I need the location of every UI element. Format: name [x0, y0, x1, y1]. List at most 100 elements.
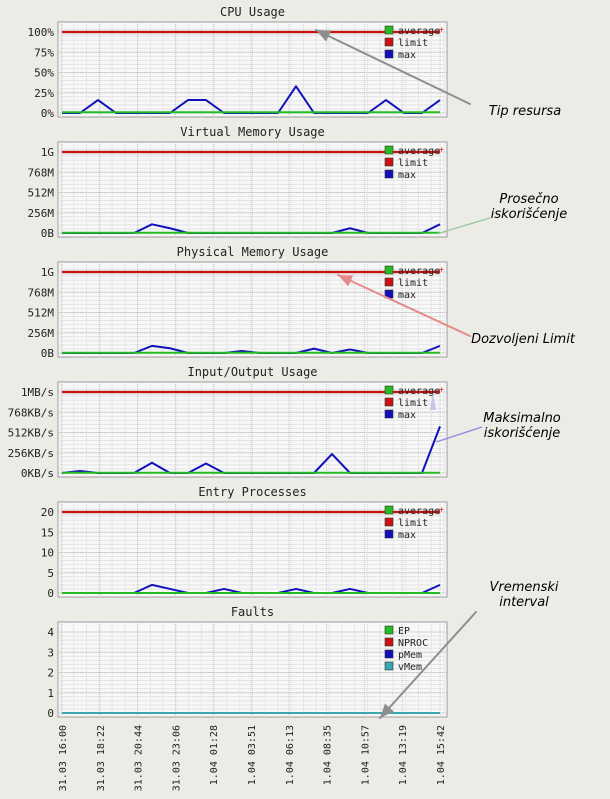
y-tick-label: 15	[41, 526, 54, 539]
legend-swatch-limit	[384, 397, 394, 407]
y-tick-label: 512M	[28, 307, 55, 320]
x-tick-label: 1.04 15:42	[436, 725, 447, 785]
legend-swatch-average	[384, 265, 394, 275]
x-tick-label: 1.04 06:13	[285, 725, 296, 785]
y-tick-label: 0	[47, 587, 54, 600]
connector-avg	[435, 217, 491, 235]
chart-3: Input/Output Usage 1MB/s 768KB/s 512KB/s 256…	[8, 365, 448, 480]
y-tick-label: 1	[47, 687, 54, 700]
y-tick-label: 512M	[28, 187, 55, 200]
y-tick-label: 75%	[34, 46, 54, 59]
legend-label-average: average	[398, 506, 440, 517]
legend-swatch-ep	[384, 625, 394, 635]
annotation-max-text: Maksimalno iskorišćenje	[483, 411, 561, 441]
legend-swatch-max	[384, 409, 394, 419]
legend-label-pmem: pMem	[398, 650, 422, 661]
annotation-tip: Tip resursa	[470, 104, 580, 119]
y-tick-label: 5	[47, 567, 54, 580]
y-tick-label: 512KB/s	[8, 427, 54, 440]
legend-swatch-average	[384, 385, 394, 395]
limit-end-marker: +	[439, 385, 444, 394]
legend-label-average: average	[398, 26, 440, 37]
legend-label-ep: EP	[398, 626, 410, 637]
legend-swatch-limit	[384, 157, 394, 167]
annotation-tip-text: Tip resursa	[488, 104, 562, 119]
annotation-avg: Prosečno iskorišćenje	[468, 192, 590, 222]
legend-swatch-pmem	[384, 649, 394, 659]
chart-title: Physical Memory Usage	[177, 245, 329, 259]
limit-end-marker: +	[439, 265, 444, 274]
y-tick-label: 3	[47, 646, 54, 659]
legend-label-limit: limit	[398, 38, 428, 49]
chart-title: Entry Processes	[198, 485, 306, 499]
legend-label-nproc: NPROC	[398, 638, 428, 649]
legend-swatch-limit	[384, 37, 394, 47]
y-tick-label: 256M	[28, 207, 55, 220]
y-tick-label: 0B	[41, 347, 55, 360]
y-tick-label: 20	[41, 506, 54, 519]
x-tick-label: 31.03 18:22	[96, 725, 107, 791]
y-tick-label: 4	[47, 626, 54, 639]
x-tick-label: 31.03 20:44	[134, 725, 145, 791]
x-tick-label: 31.03 16:00	[58, 725, 69, 791]
x-tick-label: 1.04 10:57	[360, 725, 371, 785]
y-tick-label: 1G	[41, 266, 54, 279]
limit-end-marker: +	[439, 145, 444, 154]
chart-title: Input/Output Usage	[187, 365, 317, 379]
y-tick-label: 0KB/s	[21, 467, 54, 480]
legend-swatch-nproc	[384, 637, 394, 647]
chart-1: Virtual Memory Usage 1G 768M 512M 256M 0B +ave…	[28, 125, 448, 240]
legend-swatch-max	[384, 529, 394, 539]
annotation-avg-text: Prosečno iskorišćenje	[490, 192, 568, 222]
arrow-limit-head	[338, 275, 354, 287]
legend-label-limit: limit	[398, 158, 428, 169]
legend-swatch-average	[384, 145, 394, 155]
legend-label-limit: limit	[398, 398, 428, 409]
y-tick-label: 768M	[28, 286, 55, 299]
arrow-tip	[315, 29, 471, 105]
annotation-limit-text: Dozvoljeni Limit	[471, 332, 575, 347]
legend-swatch-limit	[384, 277, 394, 287]
y-tick-label: 0B	[41, 227, 55, 240]
arrow-time	[379, 611, 477, 719]
arrow-time-head	[380, 703, 394, 718]
connector-max	[435, 426, 483, 443]
legend-label-max: max	[398, 530, 416, 541]
annotation-max: Maksimalno iskorišćenje	[458, 411, 586, 441]
arrow-limit	[337, 274, 471, 337]
legend-label-max: max	[398, 290, 416, 301]
chart-title: CPU Usage	[220, 5, 285, 19]
y-tick-label: 10	[41, 547, 54, 560]
x-tick-label: 31.03 23:06	[171, 725, 182, 791]
y-tick-label: 256M	[28, 327, 55, 340]
annotation-time: Vremenski interval	[474, 580, 574, 610]
legend-label-average: average	[398, 266, 440, 277]
limit-end-marker: +	[439, 505, 444, 514]
annotation-limit: Dozvoljeni Limit	[468, 332, 578, 347]
y-tick-label: 25%	[34, 87, 54, 100]
chart-title: Faults	[231, 605, 274, 619]
chart-2: Physical Memory Usage 1G 768M 512M 256M 0B +av…	[28, 245, 448, 360]
x-tick-label: 1.04 03:51	[247, 725, 258, 785]
legend-label-average: average	[398, 146, 440, 157]
y-tick-label: 256KB/s	[8, 447, 54, 460]
y-tick-label: 50%	[34, 67, 54, 80]
y-tick-label: 100%	[28, 26, 55, 39]
legend-swatch-average	[384, 505, 394, 515]
legend-swatch-max	[384, 49, 394, 59]
legend-label-max: max	[398, 170, 416, 181]
chart-title: Virtual Memory Usage	[180, 125, 325, 139]
y-tick-label: 0	[47, 707, 54, 720]
legend-label-max: max	[398, 50, 416, 61]
x-tick-label: 1.04 08:35	[323, 725, 334, 785]
x-tick-label: 1.04 01:28	[209, 725, 220, 785]
legend-label-max: max	[398, 410, 416, 421]
legend-swatch-average	[384, 25, 394, 35]
legend-label-limit: limit	[398, 278, 428, 289]
y-tick-label: 1MB/s	[21, 386, 54, 399]
legend-label-vmem: vMem	[398, 662, 422, 673]
